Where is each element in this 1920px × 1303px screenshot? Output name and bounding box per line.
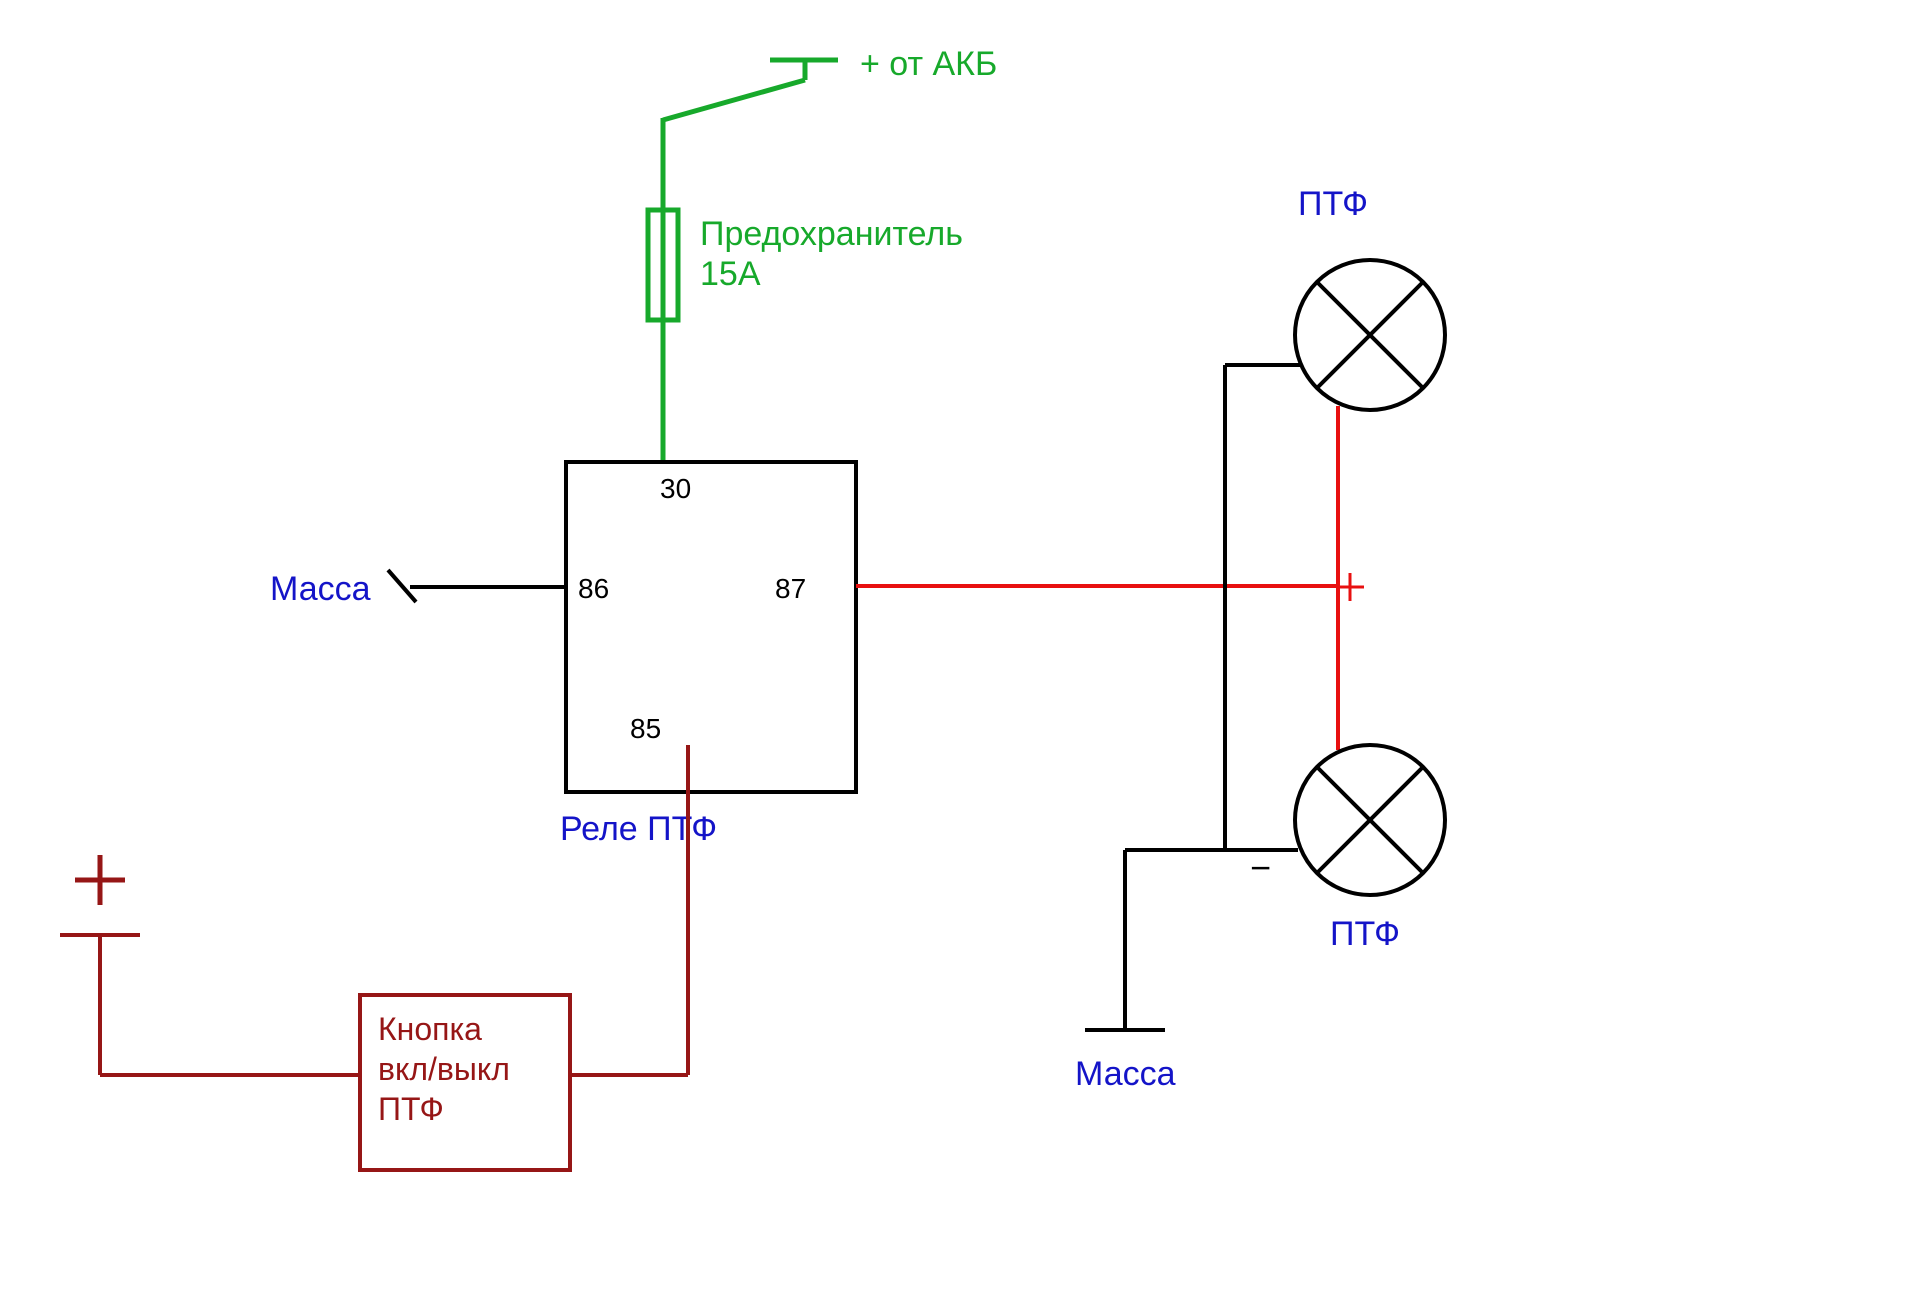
pin87-label: 87: [775, 573, 806, 604]
pin86-label: 86: [578, 573, 609, 604]
ptf-top-label: ПТФ: [1298, 185, 1368, 223]
switch-label-1: Кнопка: [378, 1011, 482, 1047]
mass-left-label: Масса: [270, 570, 371, 608]
battery-plus-label: + от АКБ: [860, 45, 997, 83]
pin85-label: 85: [630, 713, 661, 744]
lamp-bottom: [1295, 745, 1445, 895]
switch-label-3: ПТФ: [378, 1091, 444, 1127]
relay-label: Реле ПТФ: [560, 810, 717, 848]
switch-wire-group: [60, 745, 688, 1170]
red-wire-group: [856, 406, 1364, 750]
lamp-minus-group: [1085, 365, 1300, 1030]
fuse-label-2: 15А: [700, 255, 761, 293]
mass-bottom-label: Масса: [1075, 1055, 1176, 1093]
mass-left-group: [388, 570, 566, 602]
minus-label: −: [1250, 847, 1271, 888]
fuse-label-1: Предохранитель: [700, 215, 963, 253]
relay-box: [566, 462, 856, 792]
ptf-bottom-label: ПТФ: [1330, 915, 1400, 953]
switch-label-2: вкл/выкл: [378, 1051, 510, 1087]
pin30-label: 30: [660, 473, 691, 504]
lamp-top: [1295, 260, 1445, 410]
circuit-diagram: + от АКБ Предохранитель 15А 30 86 87 85 …: [0, 0, 1920, 1303]
